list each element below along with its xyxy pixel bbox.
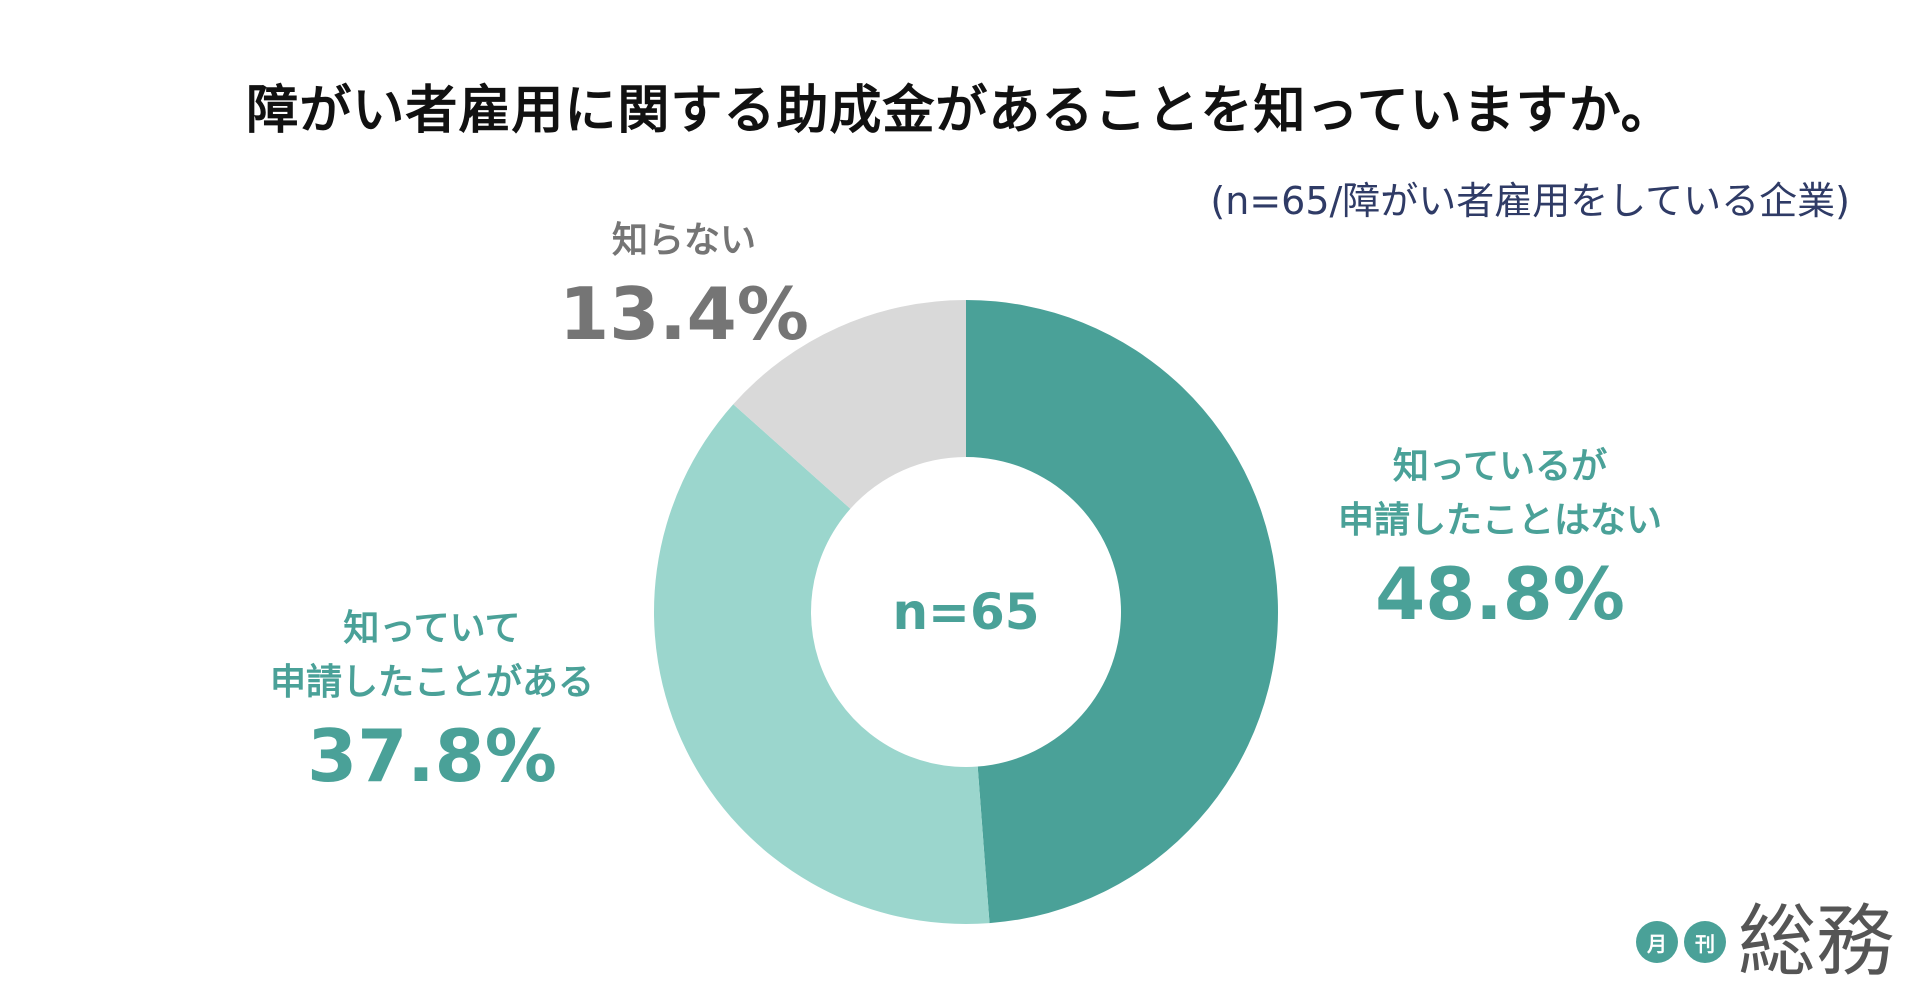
logo-text: 総務 — [1737, 897, 1894, 987]
slice-label-line1: 知っているが — [1392, 446, 1608, 487]
slice-value-label: 48.8% — [1375, 552, 1625, 636]
slice-label-line1: 知っていて — [343, 608, 521, 649]
slice-label-line2: 申請したことがある — [269, 662, 595, 703]
slice-label-line1: 知らない — [611, 220, 757, 261]
slice-does-not-know — [733, 300, 966, 509]
chart-subtitle: (n=65/障がい者雇用をしている企業) — [1210, 179, 1850, 223]
slice-label-line2: 申請したことはない — [1337, 500, 1663, 541]
slice-knows-applied — [654, 404, 990, 924]
slice-value-label: 37.8% — [307, 714, 557, 798]
slice-value-label: 13.4% — [559, 272, 809, 356]
slice-label-knows-not-applied: 知っているが 申請したことはない 48.8% — [1338, 440, 1662, 636]
logo-circle-2: 刊 — [1683, 921, 1726, 963]
logo: 月 刊 総務 — [1635, 897, 1894, 987]
slice-label-does-not-know: 知らない 13.4% — [559, 214, 809, 356]
center-label: n=65 — [892, 583, 1040, 641]
slice-knows-not-applied — [966, 300, 1278, 924]
slice-label-knows-applied: 知っていて 申請したことがある 37.8% — [270, 602, 594, 798]
logo-circle-1: 月 — [1635, 921, 1678, 963]
chart-title: 障がい者雇用に関する助成金があることを知っていますか。 — [246, 81, 1674, 141]
